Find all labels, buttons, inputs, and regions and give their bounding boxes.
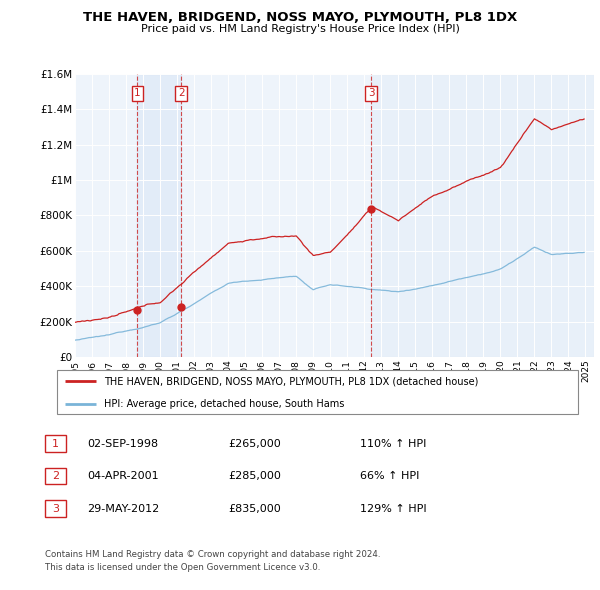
Text: 110% ↑ HPI: 110% ↑ HPI — [360, 439, 427, 448]
Bar — [137, 74, 181, 357]
Text: 1: 1 — [134, 88, 141, 98]
FancyBboxPatch shape — [56, 371, 578, 414]
Text: 3: 3 — [52, 504, 59, 513]
Text: 29-MAY-2012: 29-MAY-2012 — [87, 504, 159, 513]
Text: This data is licensed under the Open Government Licence v3.0.: This data is licensed under the Open Gov… — [45, 563, 320, 572]
Text: Contains HM Land Registry data © Crown copyright and database right 2024.: Contains HM Land Registry data © Crown c… — [45, 550, 380, 559]
Text: £265,000: £265,000 — [228, 439, 281, 448]
Text: THE HAVEN, BRIDGEND, NOSS MAYO, PLYMOUTH, PL8 1DX: THE HAVEN, BRIDGEND, NOSS MAYO, PLYMOUTH… — [83, 11, 517, 24]
Text: THE HAVEN, BRIDGEND, NOSS MAYO, PLYMOUTH, PL8 1DX (detached house): THE HAVEN, BRIDGEND, NOSS MAYO, PLYMOUTH… — [104, 376, 479, 386]
Text: Price paid vs. HM Land Registry's House Price Index (HPI): Price paid vs. HM Land Registry's House … — [140, 24, 460, 34]
Text: 129% ↑ HPI: 129% ↑ HPI — [360, 504, 427, 513]
Text: 1: 1 — [52, 439, 59, 448]
Text: HPI: Average price, detached house, South Hams: HPI: Average price, detached house, Sout… — [104, 399, 344, 409]
Text: £285,000: £285,000 — [228, 471, 281, 481]
Text: £835,000: £835,000 — [228, 504, 281, 513]
Text: 66% ↑ HPI: 66% ↑ HPI — [360, 471, 419, 481]
Bar — [371, 74, 594, 357]
Text: 02-SEP-1998: 02-SEP-1998 — [87, 439, 158, 448]
Text: 04-APR-2001: 04-APR-2001 — [87, 471, 158, 481]
Text: 2: 2 — [178, 88, 185, 98]
Text: 3: 3 — [368, 88, 374, 98]
Text: 2: 2 — [52, 471, 59, 481]
